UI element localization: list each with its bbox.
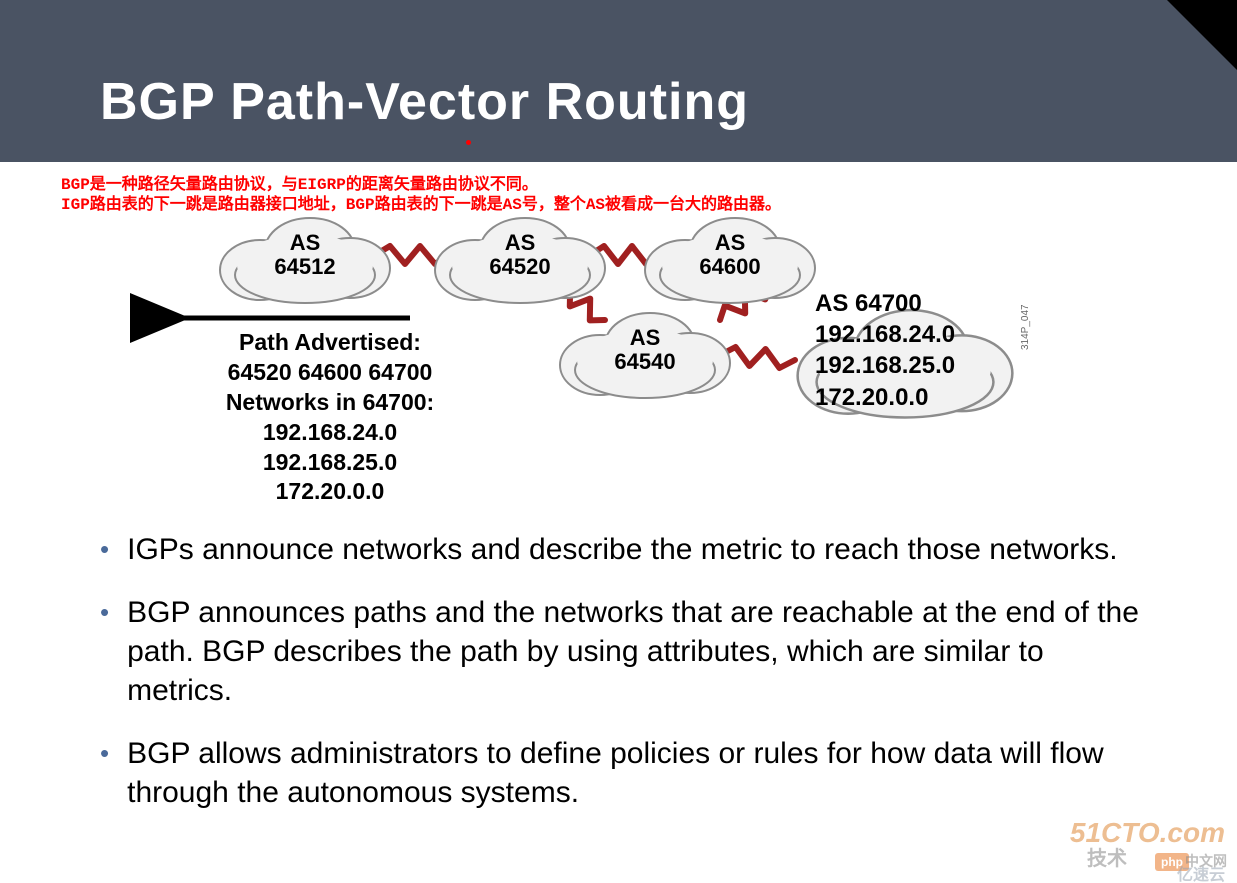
bullet-marker: • bbox=[100, 734, 109, 812]
path-advertised-block: Path Advertised: 64520 64600 64700 Netwo… bbox=[185, 328, 475, 507]
as64700-net-3: 172.20.0.0 bbox=[815, 382, 955, 413]
as64700-net-1: 192.168.24.0 bbox=[815, 319, 955, 350]
cloud-label-as64540: AS64540 bbox=[555, 326, 735, 374]
network-2: 192.168.25.0 bbox=[185, 448, 475, 478]
network-3: 172.20.0.0 bbox=[185, 477, 475, 507]
bullet-marker: • bbox=[100, 530, 109, 569]
as64700-info-block: AS 64700 192.168.24.0 192.168.25.0 172.2… bbox=[815, 288, 955, 413]
slide: BGP Path-Vector Routing BGP是一种路径矢量路由协议，与… bbox=[0, 0, 1237, 883]
watermark-yisu: 亿速云 bbox=[1177, 861, 1225, 883]
bullet-text: IGPs announce networks and describe the … bbox=[127, 530, 1118, 569]
cloud-as64520: AS64520 bbox=[430, 210, 610, 305]
as64700-title: AS 64700 bbox=[815, 288, 955, 319]
bullet-text: BGP allows administrators to define poli… bbox=[127, 734, 1140, 812]
path-advertised-value: 64520 64600 64700 bbox=[185, 358, 475, 388]
bullet-list: • IGPs announce networks and describe th… bbox=[100, 530, 1140, 836]
bullet-item: • IGPs announce networks and describe th… bbox=[100, 530, 1140, 569]
bullet-text: BGP announces paths and the networks tha… bbox=[127, 593, 1140, 710]
bullet-item: • BGP allows administrators to define po… bbox=[100, 734, 1140, 812]
bullet-item: • BGP announces paths and the networks t… bbox=[100, 593, 1140, 710]
laser-pointer-dot bbox=[466, 140, 471, 145]
diagram-reference-id: 314P_047 bbox=[1020, 304, 1031, 350]
cloud-as64540: AS64540 bbox=[555, 305, 735, 400]
cloud-label-as64600: AS64600 bbox=[640, 231, 820, 279]
slide-title: BGP Path-Vector Routing bbox=[100, 72, 749, 132]
as64700-net-2: 192.168.25.0 bbox=[815, 350, 955, 381]
network-diagram: AS64512 AS64520 AS64600 AS64540 bbox=[0, 210, 1237, 510]
network-1: 192.168.24.0 bbox=[185, 418, 475, 448]
path-advertised-label: Path Advertised: bbox=[185, 328, 475, 358]
cloud-label-as64512: AS64512 bbox=[215, 231, 395, 279]
watermark-jishu: 技术 bbox=[1087, 842, 1127, 871]
corner-fold bbox=[1167, 0, 1237, 70]
networks-in-label: Networks in 64700: bbox=[185, 388, 475, 418]
cloud-as64512: AS64512 bbox=[215, 210, 395, 305]
cloud-as64600: AS64600 bbox=[640, 210, 820, 305]
cloud-label-as64520: AS64520 bbox=[430, 231, 610, 279]
bullet-marker: • bbox=[100, 593, 109, 710]
